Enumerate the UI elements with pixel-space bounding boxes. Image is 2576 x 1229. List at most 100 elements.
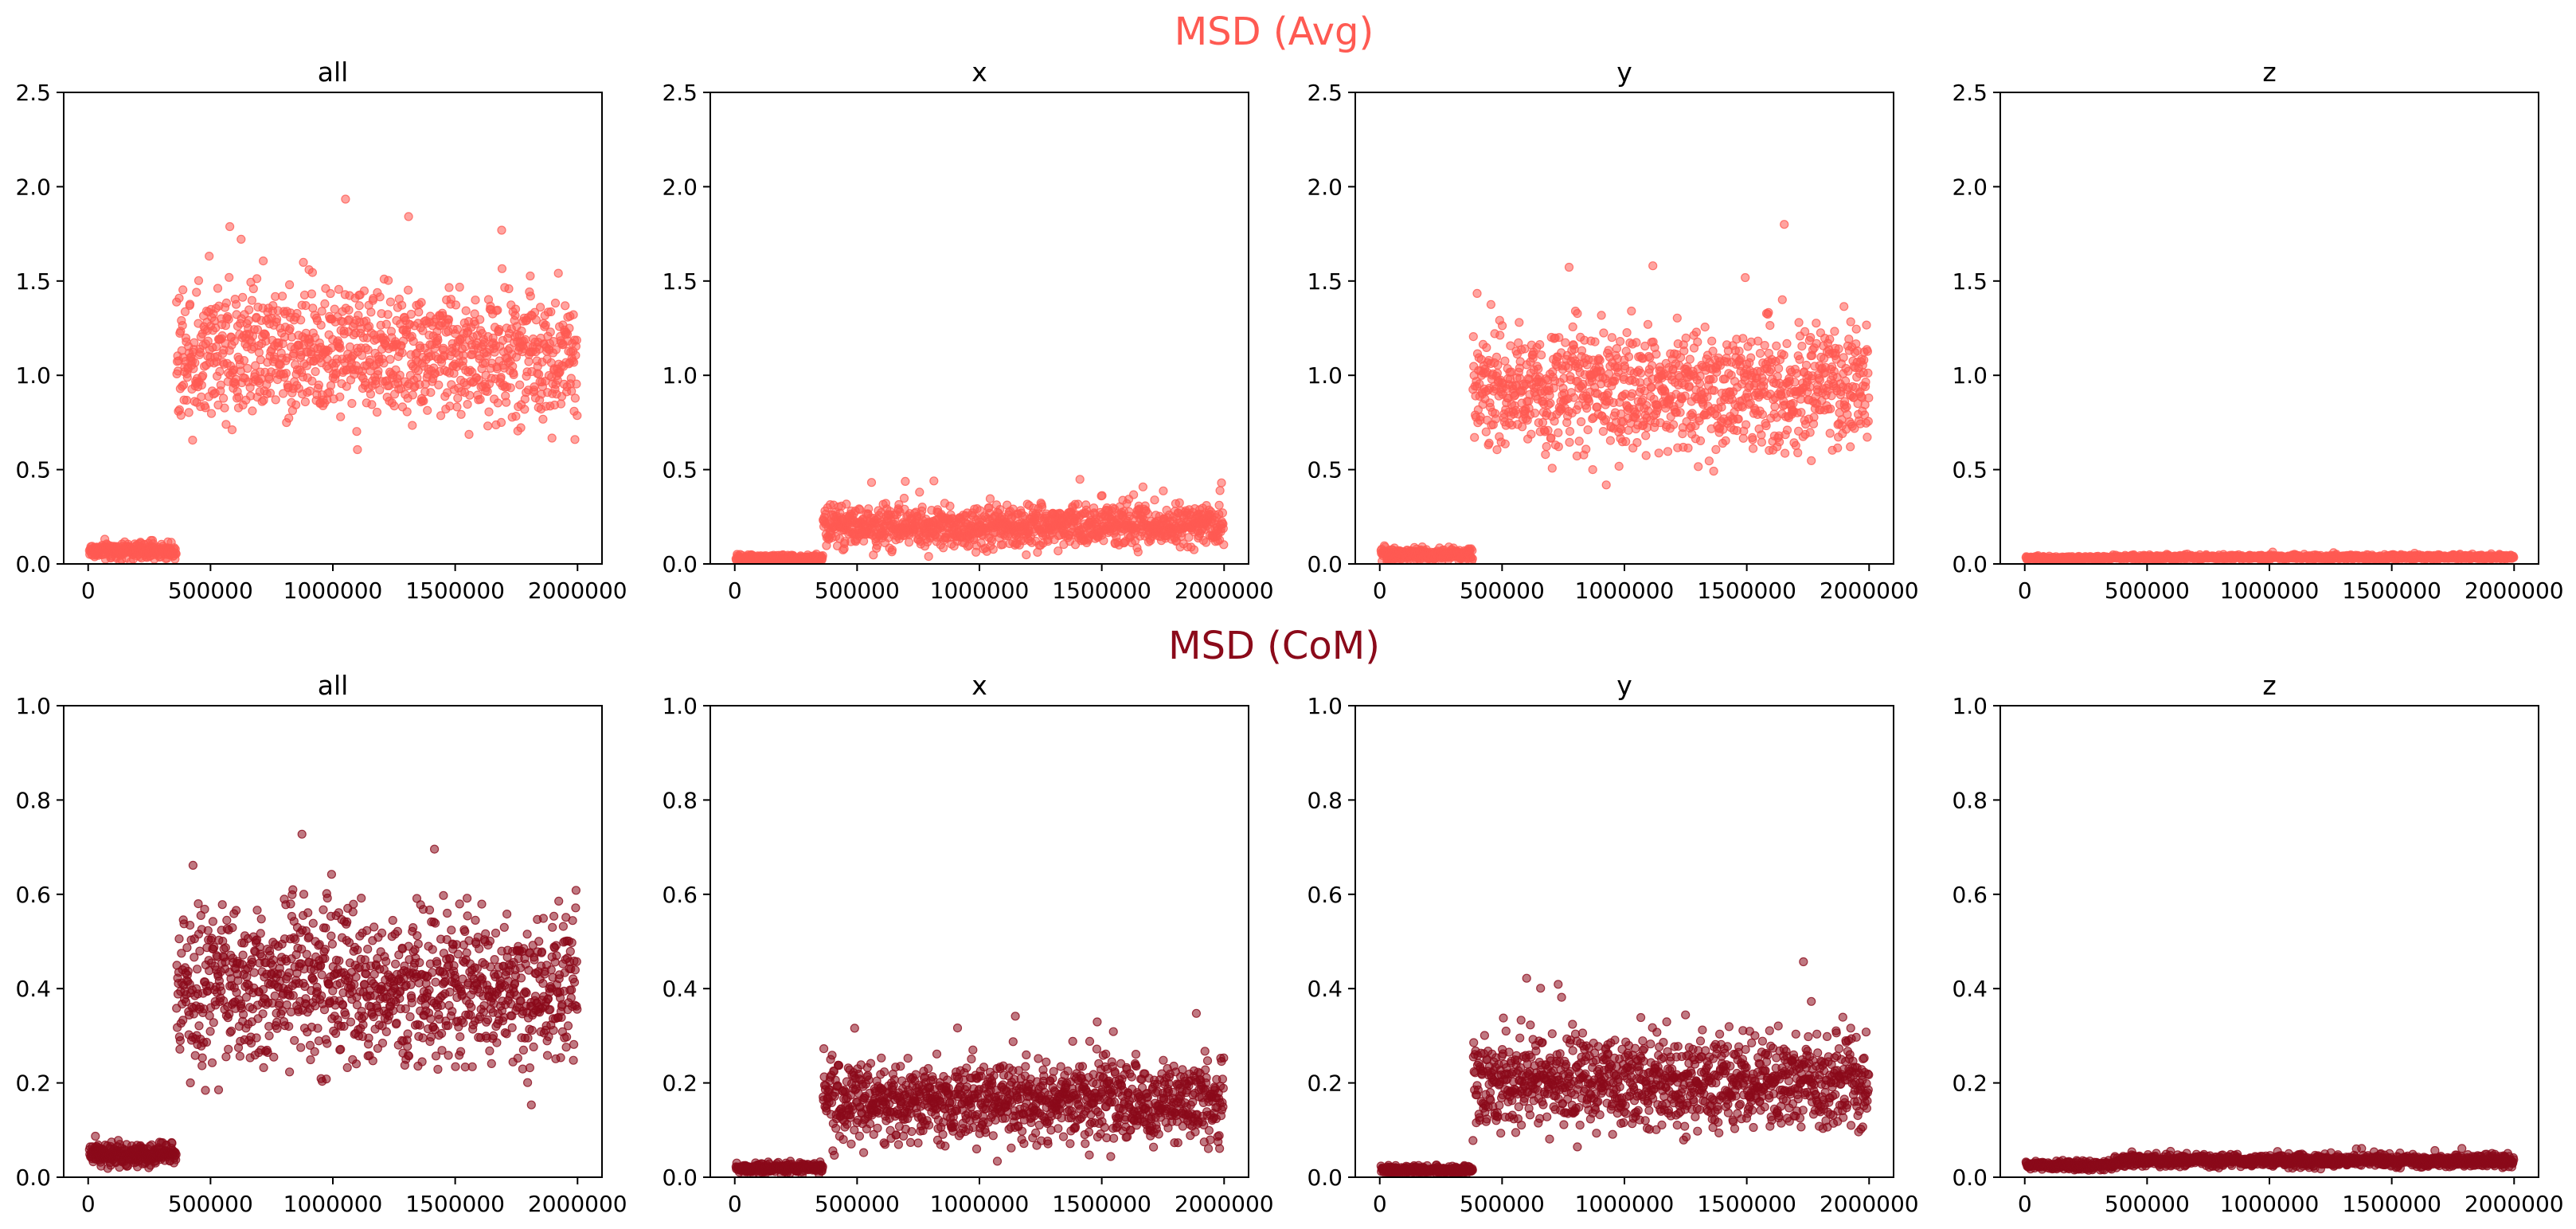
scatter-point [1468,554,1477,564]
scatter-point [1749,444,1758,453]
scatter-point [252,274,262,284]
scatter-point [1515,318,1524,327]
scatter-point [556,399,566,409]
scatter-point [1807,456,1816,466]
scatter-point [326,288,335,299]
scatter-point [985,494,995,503]
scatter-point [307,268,317,277]
scatter-point [1780,220,1789,229]
scatter-point [345,342,355,352]
scatter-point [1584,397,1594,406]
scatter-point [520,405,530,414]
scatter-point [406,309,416,319]
scatter-point [1493,360,1503,370]
scatter-point [1612,344,1622,354]
scatter-point [248,284,258,294]
scatter-point [1565,437,1574,447]
panel-title: z [2262,57,2276,88]
scatter-point [1704,456,1714,466]
scatter-point [1793,448,1803,458]
scatter-point [367,400,377,409]
scatter-series [84,194,582,564]
scatter-point [1648,361,1657,370]
scatter-point [1576,417,1586,427]
scatter-point [1782,425,1792,435]
scatter-point [541,320,550,330]
scatter-point [1573,309,1582,319]
scatter-point [1565,426,1575,436]
scatter-point [203,336,213,346]
scatter-point [1534,364,1543,374]
scatter-point [1781,448,1790,458]
scatter-point [446,295,456,304]
scatter-point [570,393,580,403]
scatter-point [1709,466,1718,476]
scatter-point [402,407,412,417]
scatter-point [176,410,186,421]
scatter-series [731,475,1229,564]
scatter-point [272,315,282,324]
scatter-point [1022,550,1031,560]
scatter-point [291,400,301,409]
scatter-point [551,345,561,354]
scatter-point [493,398,502,408]
scatter-point [1788,398,1798,408]
scatter-point [347,398,357,409]
scatter-point [221,420,231,429]
scatter-point [1526,429,1536,439]
scatter-point [475,394,485,404]
scatter-point [1138,482,1148,491]
scatter-point [475,315,485,324]
scatter-point [419,396,428,405]
scatter-point [224,315,233,324]
scatter-point [901,476,910,487]
x-tick-label: 1500000 [1052,577,1151,604]
scatter-point [1482,342,1491,352]
scatter-point [1643,319,1653,329]
scatter-point [572,379,581,389]
scatter-point [452,402,462,412]
scatter-point [497,225,506,235]
scatter-point [1517,422,1527,432]
y-tick-label: 1.5 [15,268,51,295]
scatter-point [1542,441,1551,452]
scatter-point [353,444,362,455]
scatter-point [1675,408,1685,417]
scatter-point [285,324,295,334]
x-tick-label: 1000000 [930,577,1030,604]
scatter-point [1569,344,1579,354]
scatter-point [279,389,288,398]
scatter-point [1826,404,1835,413]
scatter-point [1159,486,1168,495]
scatter-point [192,288,201,297]
scatter-point [1636,368,1646,378]
scatter-point [1755,349,1765,358]
scatter-point [1595,355,1605,365]
scatter-point [1846,442,1855,452]
scatter-point [201,403,210,413]
scatter-point [1624,352,1634,362]
scatter-point [1554,333,1564,342]
scatter-point [1861,378,1870,387]
scatter-point [1859,355,1869,365]
scatter-point [1622,328,1632,338]
scatter-point [1621,436,1631,447]
scatter-point [1672,313,1682,323]
scatter-point [1583,425,1593,435]
scatter-point [330,304,339,314]
scatter-point [341,194,350,204]
scatter-point [307,289,316,299]
x-tick-label: 0 [81,577,96,604]
scatter-point [1812,319,1821,328]
scatter-point [1683,443,1693,453]
scatter-point [1133,547,1143,557]
scatter-point [1128,490,1139,499]
scatter-point [375,386,385,395]
scatter-point [1037,502,1047,511]
scatter-point [1053,546,1063,556]
scatter-point [904,538,914,547]
scatter-point [1073,499,1083,509]
scatter-point [1809,413,1819,422]
scatter-point [1846,317,1855,327]
scatter-point [1506,341,1515,350]
